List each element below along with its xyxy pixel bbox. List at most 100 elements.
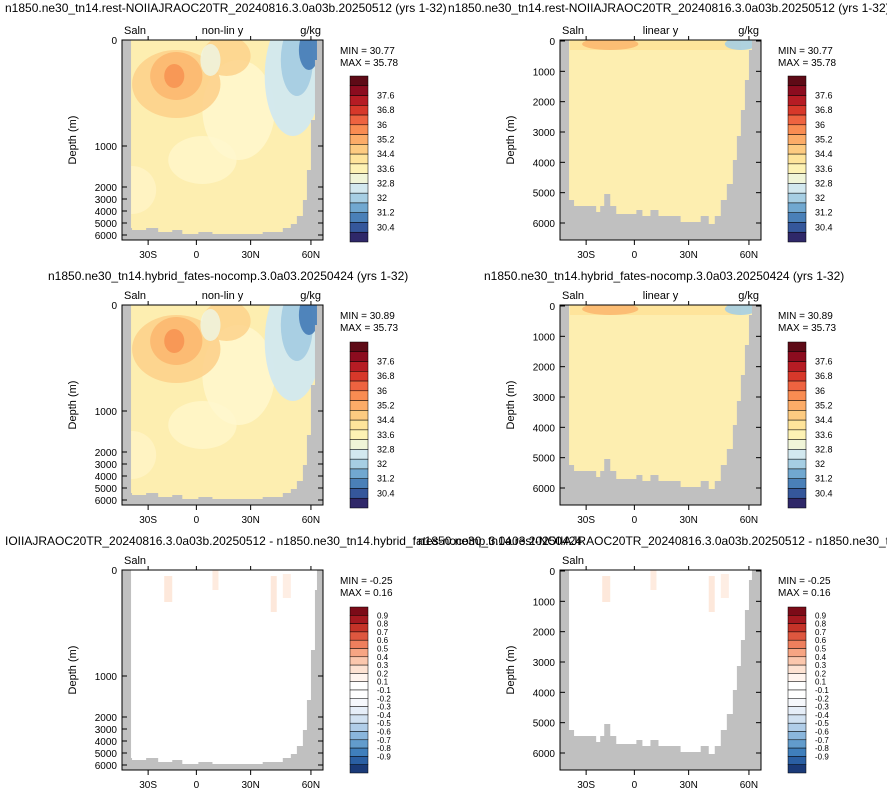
colorbar-swatch: [349, 124, 369, 135]
x-tick-label: 0: [632, 250, 638, 261]
x-tick-label: 30N: [241, 250, 259, 261]
x-tick-label: 0: [194, 780, 200, 791]
surface-layer-contour: [570, 40, 741, 50]
panel-title: n1850.ne30_tn14.rest-NOIIAJRAOC20TR_2024…: [448, 1, 887, 15]
colorbar-swatch: [349, 458, 369, 470]
colorbar-label: -0.3: [377, 703, 391, 712]
colorbar-swatch: [349, 488, 369, 499]
colorbar-label: 36.8: [815, 105, 833, 115]
colorbar-swatch: [349, 648, 369, 658]
colorbar-swatch: [787, 673, 807, 682]
colorbar-label: 0.6: [377, 636, 389, 645]
colorbar-swatch: [349, 681, 369, 691]
colorbar-swatch: [349, 478, 369, 489]
field-layer: [122, 570, 323, 770]
colorbar-swatch: [349, 606, 369, 616]
colorbar-label: -0.3: [815, 703, 829, 712]
fresh-arctic-contour: [298, 40, 319, 70]
colorbar-label: 36: [377, 386, 387, 396]
panel-title: n1850.ne30_tn14.hybrid_fates-nocomp.3.0a…: [484, 269, 844, 283]
arctic-land: [751, 40, 761, 240]
colorbar-swatch: [787, 681, 807, 691]
x-tick-label: 30N: [241, 780, 259, 791]
plot-frame: [559, 569, 762, 771]
colorbar-label: 0.1: [377, 678, 389, 687]
colorbar-swatch: [787, 756, 807, 765]
units-label: g/kg: [300, 290, 321, 302]
colorbar-swatch: [787, 202, 807, 213]
x-tick-label: 60N: [302, 515, 320, 526]
colorbar-label: 0.4: [377, 653, 389, 662]
colorbar-label: 36.8: [377, 371, 395, 381]
bathymetry-mask: [122, 570, 323, 770]
colorbar-label: 31.2: [377, 474, 395, 484]
colorbar-label: 37.6: [377, 91, 395, 101]
bathymetry-mask: [122, 305, 323, 505]
var-label: Saln: [124, 555, 146, 567]
y-tick-label: 5000: [95, 484, 118, 495]
var-label: Saln: [562, 290, 584, 302]
arctic-land: [751, 570, 761, 770]
y-tick-label: 4000: [95, 472, 118, 483]
colorbar-swatch: [787, 698, 807, 707]
x-tick-label: 30N: [679, 250, 697, 261]
diff-anomaly: [650, 570, 657, 590]
colorbar-label: 36: [815, 386, 825, 396]
colorbar-swatch: [349, 449, 369, 460]
colorbar-swatch: [787, 173, 807, 184]
panel-6: n1850.ne30_tn14.rest-NOIIAJRAOC20TR_2024…: [418, 534, 887, 791]
colorbar-swatch: [787, 380, 807, 392]
colorbar-swatch: [787, 75, 807, 87]
colorbar-swatch: [349, 639, 369, 649]
colorbar-label: -0.9: [377, 752, 391, 761]
colorbar-label: -0.6: [377, 728, 391, 737]
diff-anomaly: [270, 576, 277, 612]
colorbar-swatch: [349, 673, 369, 682]
salty-core-contour: [164, 329, 185, 353]
colorbar-swatch: [349, 114, 369, 126]
y-tick-label: 5000: [95, 749, 118, 760]
colorbar-label: 32: [377, 459, 387, 469]
colorbar-swatch: [349, 439, 369, 450]
colorbar-swatch: [787, 615, 807, 624]
colorbar-swatch: [787, 739, 807, 749]
colorbar: 37.6 36.8 36 35.2 34.4 33.6 32.8 32 31.2 30.4: [787, 75, 833, 243]
colorbar-swatch: [787, 664, 807, 674]
colorbar-label: -0.8: [815, 744, 829, 753]
colorbar-label: 32.8: [377, 178, 395, 188]
field-layer: [560, 305, 761, 505]
colorbar-swatch: [787, 371, 807, 382]
panel-title: n1850.ne30_tn14.rest-NOIIAJRAOC20TR_2024…: [5, 1, 447, 15]
colorbar: 0.90.80.70.60.50.40.30.20.1-0.1-0.2-0.3-…: [349, 606, 391, 774]
ocean-background: [122, 570, 323, 770]
y-tick-label: 6000: [95, 761, 118, 772]
colorbar-label: 35.2: [815, 400, 833, 410]
colorbar-swatch: [349, 183, 369, 194]
colorbar-swatch: [787, 390, 807, 401]
colorbar-label: 36: [377, 120, 387, 130]
var-label: Saln: [124, 290, 146, 302]
fresh-equator-contour: [200, 309, 221, 341]
colorbar-swatch: [787, 623, 807, 633]
colorbar-swatch: [787, 192, 807, 204]
y-tick-label: 2000: [533, 628, 556, 639]
colorbar-swatch: [349, 756, 369, 765]
y-tick-label: 4000: [95, 207, 118, 218]
colorbar-swatch: [787, 114, 807, 126]
colorbar-label: -0.7: [377, 736, 391, 745]
colorbar-label: 36.8: [815, 371, 833, 381]
colorbar-swatch: [787, 429, 807, 440]
colorbar-label: 0.2: [815, 669, 827, 678]
colorbar-swatch: [787, 144, 807, 155]
colorbar-swatch: [349, 95, 369, 106]
colorbar-swatch: [787, 449, 807, 460]
yscale-label: linear y: [643, 290, 679, 302]
x-tick-label: 60N: [302, 250, 320, 261]
y-tick-label: 3000: [95, 195, 118, 206]
x-tick-label: 30S: [139, 250, 157, 261]
colorbar-label: 0.7: [377, 628, 389, 637]
colorbar-label: 0.8: [815, 620, 827, 629]
colorbar-swatch: [349, 85, 369, 96]
colorbar-label: -0.8: [377, 744, 391, 753]
colorbar-label: -0.2: [815, 694, 829, 703]
